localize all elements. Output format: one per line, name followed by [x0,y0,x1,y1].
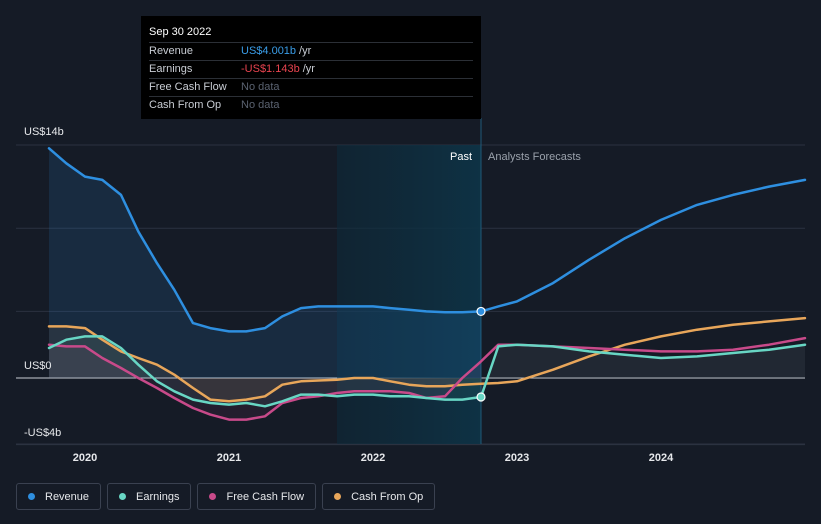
financial-line-chart: US$14b US$0 -US$4b 2020 2021 2022 2023 2024 Past… [16,118,807,464]
marker-earnings [476,392,486,402]
tooltip-date: Sep 30 2022 [149,26,212,38]
tooltip-value: No data [241,79,280,96]
legend-item-free-cash-flow[interactable]: Free Cash Flow [197,483,317,510]
area-free-cash-flow [49,344,481,420]
area-earnings [49,336,481,407]
tooltip-value: US$4.001b/yr [241,43,311,60]
legend-item-earnings[interactable]: Earnings [107,483,192,510]
past-label: Past [450,151,472,163]
y-tick-label: US$0 [24,360,52,372]
tooltip-label: Earnings [149,63,193,75]
legend-label: Revenue [45,490,90,503]
axis-labels: US$14b US$0 -US$4b 2020 2021 2022 2023 2024 Past… [24,126,674,464]
series-lines [47,147,807,421]
y-tick-label: US$14b [24,126,64,138]
line-earnings [47,335,807,408]
legend-label: Cash From Op [351,490,424,503]
tooltip-label: Revenue [149,45,194,57]
tooltip-value: No data [241,97,280,114]
forecast-label: Analysts Forecasts [488,151,581,163]
tooltip-row-cash-from-op: Cash From Op No data [149,96,473,114]
legend-item-revenue[interactable]: Revenue [16,483,102,510]
x-tick-label: 2021 [217,452,241,464]
tooltip-value: -US$1.143b/yr [241,61,315,78]
chart-legend: Revenue Earnings Free Cash Flow Cash Fro… [16,483,436,510]
x-tick-label: 2020 [73,452,97,464]
legend-dot-icon [334,493,342,500]
legend-label: Free Cash Flow [226,490,305,503]
x-tick-label: 2023 [505,452,529,464]
tooltip-value-number: No data [241,99,280,111]
area-forecast-earnings [481,344,805,397]
tooltip-label: Cash From Op [149,99,222,111]
legend-label: Earnings [136,490,180,503]
tooltip-row-free-cash-flow: Free Cash Flow No data [149,78,473,96]
tooltip-row-earnings: Earnings -US$1.143b/yr [149,60,473,78]
tooltip-label: Free Cash Flow [149,81,227,93]
hover-markers [476,306,486,402]
line-revenue [47,147,807,333]
tooltip-value-number: No data [241,81,280,93]
tooltip-value-unit: /yr [299,45,312,57]
legend-dot-icon [28,493,35,500]
legend-dot-icon [119,493,127,500]
area-revenue [49,148,481,378]
y-tick-label: -US$4b [24,427,61,439]
line-free-cash-flow [47,336,807,421]
tooltip-row-revenue: Revenue US$4.001b/yr [149,42,473,60]
tooltip-value-number: US$4.001b [241,45,297,57]
x-tick-label: 2022 [361,452,385,464]
x-tick-label: 2024 [649,452,674,464]
legend-dot-icon [209,493,217,500]
tooltip-value-number: -US$1.143b [241,63,300,75]
hover-tooltip: Sep 30 2022 Revenue US$4.001b/yr Earning… [141,16,481,119]
tooltip-value-unit: /yr [302,63,315,75]
legend-item-cash-from-op[interactable]: Cash From Op [322,483,436,510]
marker-revenue [476,306,486,317]
